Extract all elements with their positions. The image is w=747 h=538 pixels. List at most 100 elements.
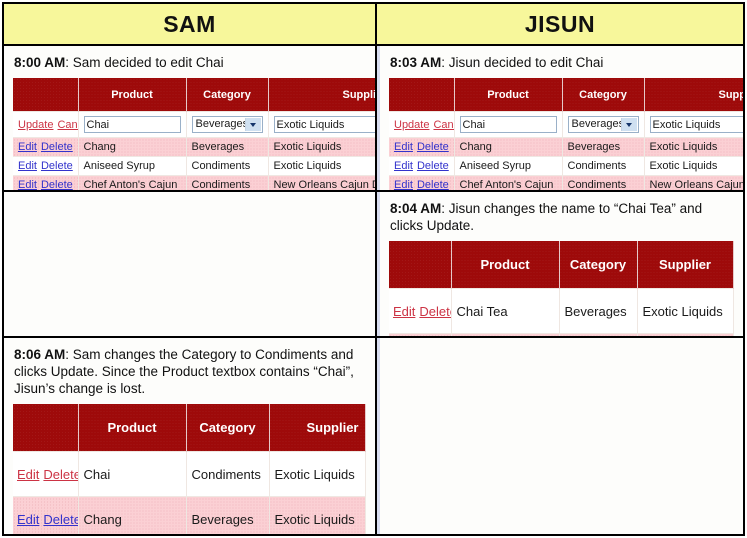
row-commands-edit-mode: UpdateCancel <box>389 111 455 138</box>
caption-jisun-804-time: 8:04 AM <box>390 201 442 216</box>
panel-rail <box>377 338 380 534</box>
cell-category: Condiments <box>562 175 645 190</box>
cell-product: Aniseed Syrup <box>78 156 187 176</box>
caption-jisun-803-time: 8:03 AM <box>390 55 442 70</box>
chevron-down-icon[interactable] <box>244 118 261 131</box>
panel-sam-empty-body <box>4 192 375 336</box>
edit-link[interactable]: Edit <box>394 179 413 190</box>
column-header-sam-label: SAM <box>163 10 216 37</box>
cell-supplier: Exotic Liquids <box>644 156 743 176</box>
category-dropdown[interactable]: Beverages <box>567 116 639 133</box>
edit-link[interactable]: Edit <box>17 466 40 482</box>
grid-header-row: Product Category Supplier <box>389 78 743 112</box>
col-header-supplier: Supplier <box>268 78 375 112</box>
delete-link[interactable]: Delete <box>416 179 449 190</box>
cell-product: Chai Tea <box>451 288 560 334</box>
panel-sam-806: 8:06 AM: Sam changes the Category to Con… <box>4 338 377 534</box>
edit-link[interactable]: Edit <box>394 141 413 153</box>
supplier-textbox[interactable] <box>273 116 375 133</box>
product-textbox[interactable] <box>83 116 181 133</box>
cell-supplier-edit <box>268 111 375 138</box>
chevron-down-icon[interactable] <box>620 118 637 131</box>
panel-jisun-803-body: 8:03 AM: Jisun decided to edit Chai Prod… <box>377 46 743 190</box>
cell-product: Chang <box>451 333 560 336</box>
cell-category: Condiments <box>186 175 269 190</box>
edit-link[interactable]: Edit <box>18 160 37 172</box>
cell-product-edit <box>78 111 187 138</box>
col-header-product: Product <box>78 78 187 112</box>
edit-link[interactable]: Edit <box>18 141 37 153</box>
cell-product: Chang <box>454 137 563 157</box>
column-header-jisun: JISUN <box>377 4 743 46</box>
col-header-blank <box>13 78 79 112</box>
col-header-supplier: Supplier <box>644 78 743 112</box>
grid-header-row: Product Category Supplier <box>13 78 375 112</box>
cell-supplier-edit <box>644 111 743 138</box>
edit-link[interactable]: Edit <box>18 179 37 190</box>
delete-link[interactable]: Delete <box>419 303 450 319</box>
delete-link[interactable]: Delete <box>416 160 449 172</box>
cell-category: Beverages <box>559 333 638 336</box>
edit-link[interactable]: Edit <box>393 303 416 319</box>
cell-supplier: Exotic Liquids <box>268 156 375 176</box>
delete-link[interactable]: Delete <box>40 141 73 153</box>
product-textbox[interactable] <box>459 116 557 133</box>
edit-link[interactable]: Edit <box>17 511 40 527</box>
cell-category: Beverages <box>559 288 638 334</box>
cell-supplier: New Orleans Cajun Delights <box>644 175 743 190</box>
col-header-category: Category <box>562 78 645 112</box>
cell-product-edit <box>454 111 563 138</box>
panel-rail <box>377 192 380 336</box>
cell-category: Condiments <box>186 156 269 176</box>
caption-sam-806-text: : Sam changes the Category to Condiments… <box>14 347 354 396</box>
panel-rail <box>377 46 380 190</box>
category-dropdown[interactable]: Beverages <box>191 116 263 133</box>
col-header-blank <box>389 78 455 112</box>
table-row: Edit Delete Aniseed Syrup Condiments Exot… <box>13 156 375 176</box>
update-link[interactable]: Update <box>18 118 54 131</box>
cell-product: Aniseed Syrup <box>454 156 563 176</box>
col-header-product: Product <box>454 78 563 112</box>
grid-jisun-803: Product Category Supplier UpdateCancel <box>389 78 743 190</box>
delete-link[interactable]: Delete <box>40 179 73 190</box>
col-header-category: Category <box>186 404 270 452</box>
grid-sam-806: Product Category Supplier Edit Delete Cha… <box>13 404 366 534</box>
panel-jisun-804: 8:04 AM: Jisun changes the name to “Chai… <box>377 192 743 338</box>
edit-link[interactable]: Edit <box>394 160 413 172</box>
col-header-product: Product <box>78 404 187 452</box>
category-dropdown-value: Beverages <box>195 118 249 130</box>
caption-jisun-804-text: : Jisun changes the name to “Chai Tea” a… <box>390 201 703 233</box>
caption-jisun-804: 8:04 AM: Jisun changes the name to “Chai… <box>390 200 735 234</box>
cell-category: Beverages <box>186 496 270 534</box>
grid-header-row: Product Category Supplier <box>13 404 366 452</box>
caption-sam-800-text: : Sam decided to edit Chai <box>65 55 224 70</box>
supplier-textbox[interactable] <box>649 116 743 133</box>
delete-link[interactable]: Delete <box>43 466 78 482</box>
delete-link[interactable]: Delete <box>43 511 78 527</box>
cancel-link[interactable]: Cancel <box>433 118 454 131</box>
cancel-link[interactable]: Cancel <box>57 118 78 131</box>
caption-jisun-803: 8:03 AM: Jisun decided to edit Chai <box>390 54 735 71</box>
cell-product: Chang <box>78 496 187 534</box>
column-header-sam: SAM <box>4 4 377 46</box>
table-row: Edit Delete Chai Condiments Exotic Liquid… <box>13 451 366 497</box>
cell-supplier: Exotic Liquids <box>637 333 734 336</box>
cell-product: Chai <box>78 451 187 497</box>
cell-product: Chef Anton's Cajun <box>454 175 563 190</box>
caption-sam-806: 8:06 AM: Sam changes the Category to Con… <box>14 346 367 397</box>
grid-sam-800: Product Category Supplier UpdateCancel <box>13 78 375 190</box>
cell-category-edit: Beverages <box>562 111 645 138</box>
update-link[interactable]: Update <box>394 118 430 131</box>
cell-category: Beverages <box>562 137 645 157</box>
delete-link[interactable]: Delete <box>416 141 449 153</box>
caption-sam-800-time: 8:00 AM <box>14 55 66 70</box>
col-header-product: Product <box>451 241 560 289</box>
col-header-supplier: Supplier <box>269 404 366 452</box>
delete-link[interactable]: Delete <box>40 160 73 172</box>
grid-edit-row: UpdateCancel Beverages <box>13 111 375 138</box>
